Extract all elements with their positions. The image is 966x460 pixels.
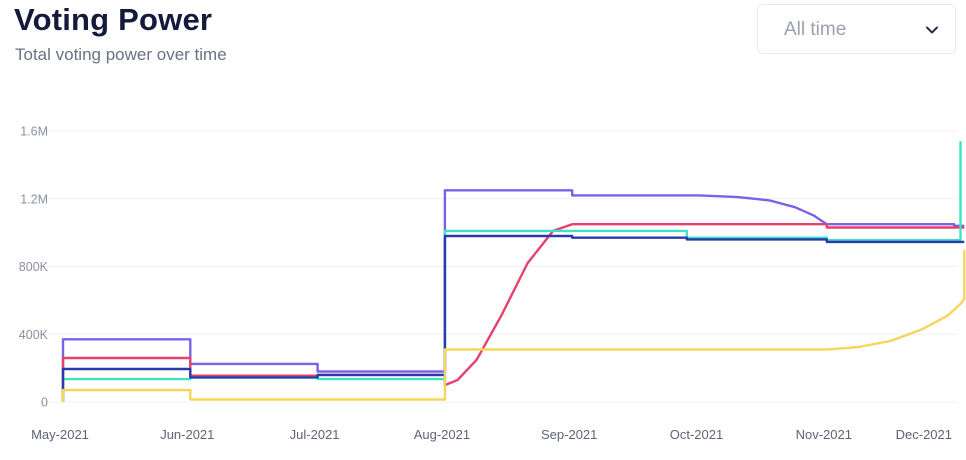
chart-series — [61, 141, 966, 402]
series-line-1 — [61, 189, 965, 402]
y-tick-label: 1.6M — [20, 125, 48, 139]
x-tick-label: May-2021 — [31, 427, 89, 442]
x-tick-label: Dec-2021 — [896, 427, 952, 442]
x-tick-label: Sep-2021 — [541, 427, 597, 442]
x-axis-ticks: May-2021 Jun-2021 Jul-2021 Aug-2021 Sep-2021… — [31, 427, 952, 442]
x-tick-label: Jul-2021 — [290, 427, 340, 442]
page-title: Voting Power — [14, 2, 213, 37]
y-tick-label: 1.2M — [20, 192, 48, 206]
time-range-value: All time — [784, 19, 847, 40]
series-line-5 — [61, 249, 966, 402]
x-tick-label: Aug-2021 — [414, 427, 470, 442]
y-tick-label: 0 — [41, 396, 48, 410]
page-subtitle: Total voting power over time — [15, 45, 227, 64]
time-range-dropdown[interactable]: All time — [757, 4, 956, 54]
x-tick-label: Oct-2021 — [670, 427, 723, 442]
series-line-2 — [61, 223, 965, 402]
chevron-down-icon — [926, 26, 938, 34]
y-axis-ticks: 0 400K 800K 1.2M 1.6M — [19, 125, 49, 410]
x-tick-label: Nov-2021 — [796, 427, 852, 442]
series-line-4 — [61, 234, 965, 392]
y-tick-label: 800K — [19, 260, 49, 274]
y-tick-label: 400K — [19, 328, 49, 342]
chart-grid — [40, 130, 958, 403]
x-tick-label: Jun-2021 — [160, 427, 214, 442]
